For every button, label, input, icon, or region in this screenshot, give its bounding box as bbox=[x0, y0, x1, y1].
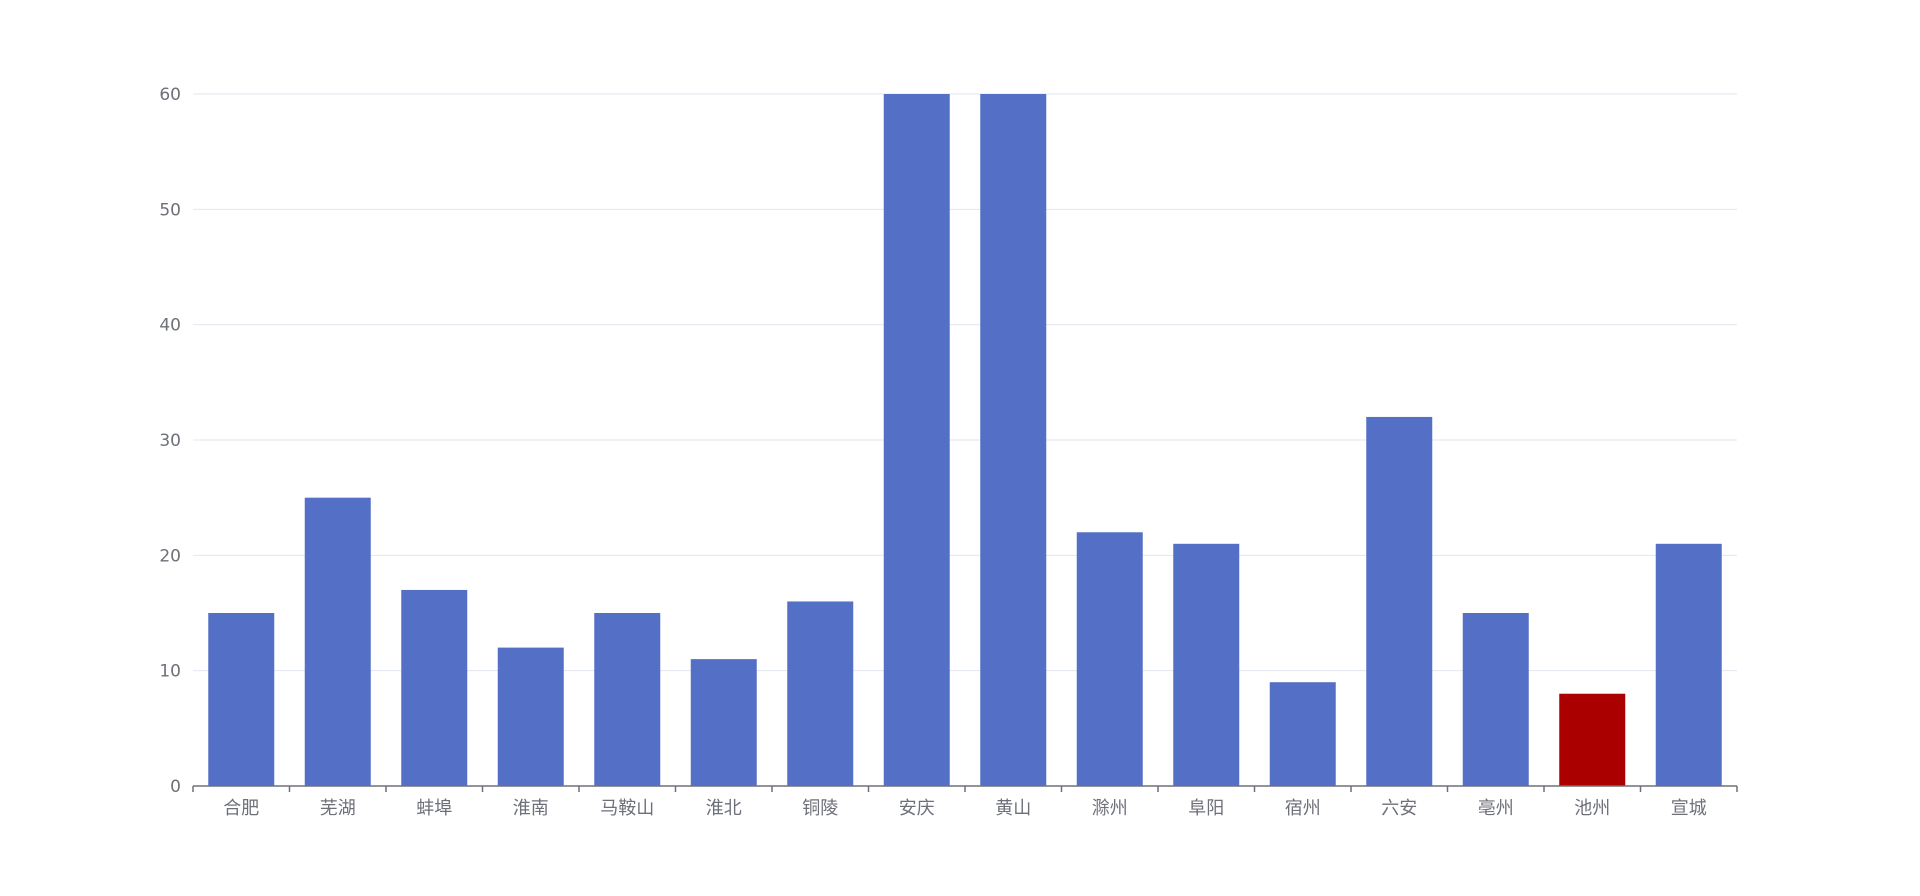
bar-淮南[interactable] bbox=[497, 647, 564, 786]
x-tick-label: 淮北 bbox=[706, 798, 742, 819]
bar-阜阳[interactable] bbox=[1173, 543, 1240, 786]
bar-亳州[interactable] bbox=[1462, 613, 1529, 786]
x-tick-label: 六安 bbox=[1381, 798, 1417, 819]
bar-芜湖[interactable] bbox=[304, 497, 371, 786]
grid-layer bbox=[193, 93, 1737, 672]
y-tick-label: 10 bbox=[159, 662, 181, 682]
x-tick-labels: 合肥 芜湖 蚌埠 淮南 马鞍山 淮北 铜陵 安庆 黄山 滁州 阜阳 宿州 六安 亳州 池州 宣城 bbox=[223, 798, 1707, 819]
x-tick-label: 合肥 bbox=[223, 798, 259, 819]
y-tick-label: 50 bbox=[159, 200, 181, 220]
bar-宿州[interactable] bbox=[1269, 682, 1336, 786]
x-tick-label: 池州 bbox=[1574, 798, 1610, 819]
x-tick-label: 安庆 bbox=[899, 798, 935, 819]
x-tick-label: 阜阳 bbox=[1188, 798, 1224, 819]
bar-马鞍山[interactable] bbox=[594, 613, 661, 786]
x-tick-label: 铜陵 bbox=[802, 798, 838, 819]
y-tick-labels: 0 10 20 30 40 50 60 bbox=[159, 85, 181, 797]
y-tick-label: 60 bbox=[159, 85, 181, 105]
bar-铜陵[interactable] bbox=[787, 601, 854, 786]
bar-宣城[interactable] bbox=[1655, 543, 1722, 786]
bar-合肥[interactable] bbox=[208, 613, 275, 786]
bar-layer bbox=[208, 94, 1722, 786]
x-tick-label: 芜湖 bbox=[320, 798, 356, 819]
x-tick-label: 宿州 bbox=[1285, 798, 1321, 819]
bar-黄山[interactable] bbox=[980, 94, 1047, 786]
x-tick-label: 滁州 bbox=[1092, 798, 1128, 819]
y-tick-label: 40 bbox=[159, 316, 181, 336]
bar-滁州[interactable] bbox=[1076, 532, 1143, 786]
x-tick-label: 马鞍山 bbox=[600, 798, 654, 819]
x-tick-label: 淮南 bbox=[513, 798, 549, 819]
x-tick-label: 黄山 bbox=[995, 798, 1031, 819]
bar-安庆[interactable] bbox=[883, 94, 950, 786]
bar-蚌埠[interactable] bbox=[401, 589, 468, 786]
axis-layer bbox=[192, 785, 1738, 792]
y-tick-label: 20 bbox=[159, 546, 181, 566]
x-tick-label: 亳州 bbox=[1478, 798, 1514, 819]
y-tick-label: 0 bbox=[170, 777, 181, 797]
x-tick-label: 蚌埠 bbox=[416, 798, 452, 819]
bar-淮北[interactable] bbox=[690, 659, 757, 786]
bar-池州[interactable] bbox=[1559, 693, 1626, 786]
bar-六安[interactable] bbox=[1366, 416, 1433, 786]
y-tick-label: 30 bbox=[159, 431, 181, 451]
x-tick-label: 宣城 bbox=[1671, 798, 1707, 819]
